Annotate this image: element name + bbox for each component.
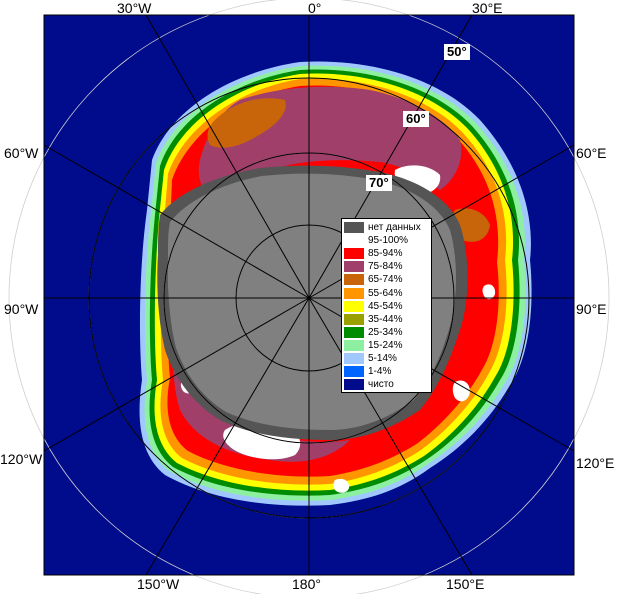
legend-label: 85-94% [368,248,403,260]
lon-label-left-90w: 90°W [4,301,39,317]
ice-patch-95-100-f [482,284,496,300]
lon-label-right-60e: 60°E [576,145,607,161]
lon-label-top-0: 0° [308,0,322,16]
legend-label: чисто [368,379,394,391]
legend-item: 1-4% [344,365,431,378]
ice-patch-95-100-d [452,380,470,402]
lon-label-top-30w: 30°W [117,0,152,16]
lat-label-70: 70° [366,175,392,191]
lat-label-60: 60° [403,111,429,127]
legend-swatch [344,300,364,312]
legend-label: 65-74% [368,274,403,286]
legend-swatch [344,326,364,338]
legend-swatch [344,313,364,325]
legend-swatch [344,261,364,273]
lon-label-bottom-150w: 150°W [137,576,180,592]
lon-label-left-60w: 60°W [4,145,39,161]
legend-item: 5-14% [344,352,431,365]
ice-band-65-74-a [207,98,286,148]
legend-item: 95-100% [344,234,431,247]
legend-item: 55-64% [344,286,431,299]
lon-label-bottom-180: 180° [292,576,321,592]
lon-label-left-120w: 120°W [0,451,43,467]
legend-item: 65-74% [344,273,431,286]
legend-item: нет данных [344,221,431,234]
ice-patch-95-100-e [333,478,350,493]
legend-item: 35-44% [344,313,431,326]
legend-swatch [344,339,364,351]
legend-label: 75-84% [368,261,403,273]
legend-label: нет данных [368,222,421,234]
legend-swatch [344,379,364,391]
legend-label: 15-24% [368,339,403,351]
lat-label-50: 50° [444,44,470,60]
legend: нет данных 95-100% 85-94% 75-84% 65-74% … [341,218,432,394]
legend-item: 85-94% [344,247,431,260]
legend-swatch [344,287,364,299]
legend-item: 15-24% [344,339,431,352]
legend-label: 55-64% [368,287,403,299]
legend-swatch [344,366,364,378]
legend-label: 45-54% [368,300,403,312]
legend-swatch [344,222,364,234]
legend-item: 25-34% [344,326,431,339]
legend-item: чисто [344,378,431,391]
legend-label: 95-100% [368,235,409,247]
legend-swatch [344,248,364,260]
lon-label-right-90e: 90°E [576,301,607,317]
map-frame [43,14,575,576]
legend-label: 35-44% [368,313,403,325]
legend-swatch [344,235,364,247]
legend-label: 1-4% [368,366,392,378]
lon-label-right-120e: 120°E [576,455,615,471]
legend-item: 75-84% [344,260,431,273]
lon-label-top-30e: 30°E [472,0,503,16]
legend-item: 45-54% [344,300,431,313]
legend-swatch [344,274,364,286]
legend-swatch [344,352,364,364]
legend-label: 25-34% [368,326,403,338]
lon-label-bottom-150e: 150°E [446,576,485,592]
legend-label: 5-14% [368,352,397,364]
